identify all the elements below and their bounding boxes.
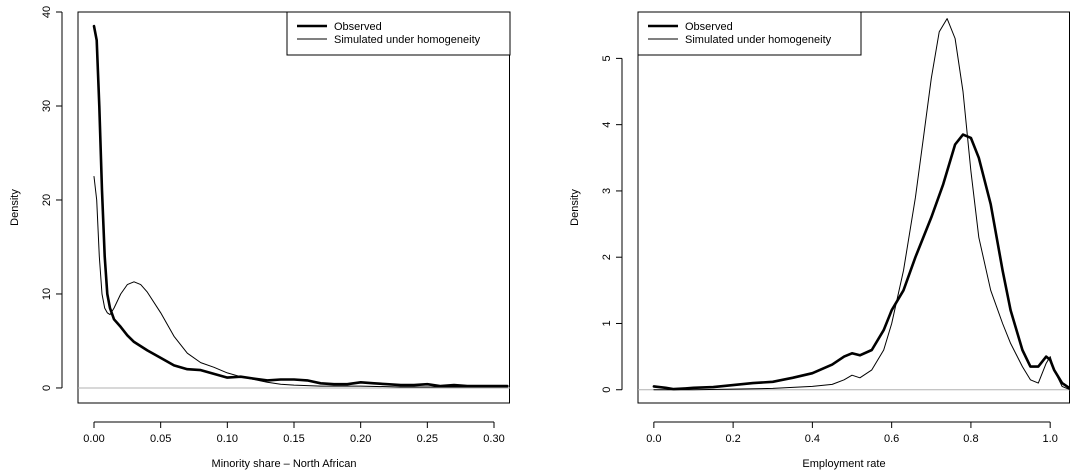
- x-axis-title: Employment rate: [802, 458, 885, 470]
- series-line-simulated: [93, 176, 508, 388]
- legend-box: [637, 11, 862, 56]
- y-tick-label: 5: [601, 55, 613, 61]
- y-axis-title: Density: [9, 189, 21, 226]
- y-tick-label: 1: [601, 320, 613, 326]
- y-tick-label: 10: [41, 288, 53, 300]
- legend-label: Simulated under homogeneity: [685, 34, 832, 46]
- x-tick-label: 0.0: [646, 433, 661, 445]
- y-tick-label: 20: [41, 194, 53, 206]
- y-tick-label: 3: [601, 188, 613, 194]
- chart-panel-1: 0.00 0.05 0.10 0.15 0.20 0.25 0.30 0 10 20 30 40 Min…: [9, 6, 511, 470]
- x-tick-label: 0.4: [805, 433, 820, 445]
- y-tick-label: 4: [601, 122, 613, 128]
- series-line-simulated: [653, 18, 1070, 391]
- y-tick-label: 2: [601, 254, 613, 260]
- legend-label: Simulated under homogeneity: [334, 34, 481, 46]
- y-tick-label: 30: [41, 100, 53, 112]
- y-tick-label: 40: [41, 6, 53, 18]
- x-tick-label: 0.25: [417, 433, 438, 445]
- y-tick-label: 0: [601, 387, 613, 393]
- x-tick-label: 1.0: [1043, 433, 1058, 445]
- legend-label: Observed: [334, 21, 382, 33]
- x-tick-label: 0.8: [963, 433, 978, 445]
- y-tick-label: 0: [41, 385, 53, 391]
- legend-box: [286, 11, 511, 56]
- x-tick-label: 0.6: [884, 433, 899, 445]
- series-line-observed: [652, 133, 1070, 391]
- series-line-observed: [92, 24, 509, 388]
- x-tick-label: 0.00: [83, 433, 104, 445]
- x-tick-label: 0.05: [150, 433, 171, 445]
- legend-label: Observed: [685, 21, 733, 33]
- plot-frame: [77, 11, 510, 404]
- x-axis-title: Minority share – North African: [212, 458, 357, 470]
- x-tick-label: 0.20: [350, 433, 371, 445]
- x-tick-label: 0.10: [217, 433, 238, 445]
- chart-panel-2: 0.0 0.2 0.4 0.6 0.8 1.0 0 1 2 3 4 5 Employment rate D…: [569, 11, 1070, 470]
- x-tick-label: 0.15: [283, 433, 304, 445]
- x-tick-label: 0.2: [725, 433, 740, 445]
- x-tick-label: 0.30: [483, 433, 504, 445]
- plot-frame: [637, 11, 1070, 404]
- y-axis-title: Density: [569, 189, 581, 226]
